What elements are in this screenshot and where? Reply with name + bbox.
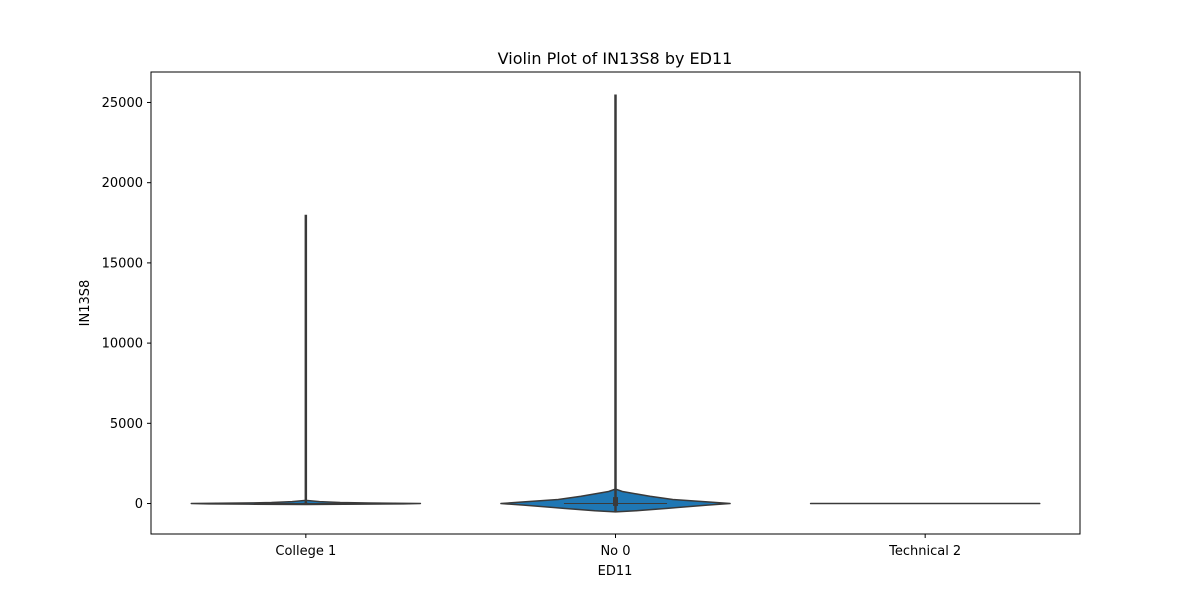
x-tick-label: Technical 2 [888,544,961,559]
x-axis-title: ED11 [598,564,633,579]
y-tick-label: 0 [135,497,143,512]
y-tick-label: 25000 [102,96,143,111]
chart-title: Violin Plot of IN13S8 by ED11 [498,49,733,68]
y-tick-label: 15000 [102,256,143,271]
violin-iqr-box [613,497,618,506]
y-axis: 0 5000 10000 15000 20000 25000 [102,96,151,512]
y-tick-label: 20000 [102,176,143,191]
x-axis: College 1 No 0 Technical 2 [275,534,961,559]
y-axis-title: IN13S8 [78,280,93,327]
y-tick-label: 5000 [110,417,143,432]
x-tick-label: College 1 [275,544,336,559]
y-tick-label: 10000 [102,337,143,352]
x-tick-label: No 0 [600,544,630,559]
violin-group [190,94,1041,513]
